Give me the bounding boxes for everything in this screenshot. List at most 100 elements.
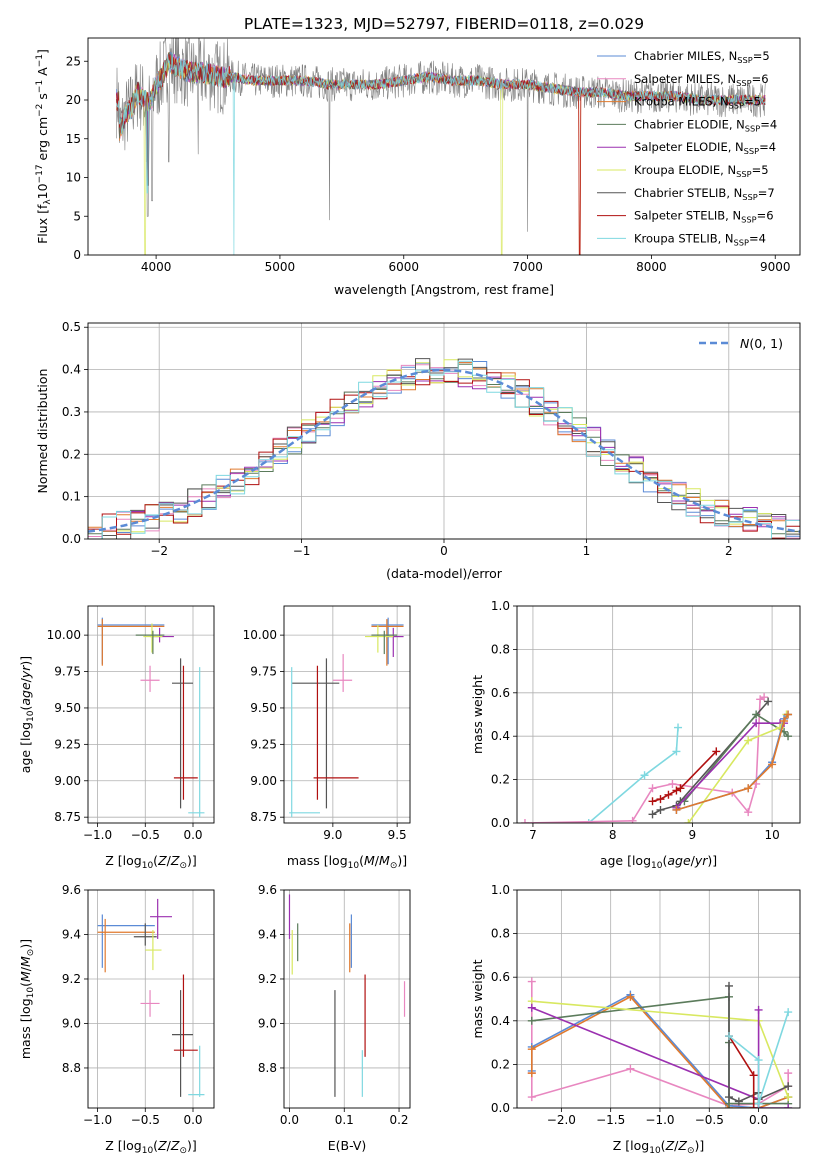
x-axis-label: age [log10(age/yr)] — [600, 853, 717, 871]
x-tick-label: 9.5 — [388, 828, 407, 842]
y-tick-label: 9.75 — [54, 665, 81, 679]
mass-weight-line — [524, 696, 765, 823]
y-tick-label: 9.75 — [250, 665, 277, 679]
mass-weight-marker — [784, 1093, 793, 1102]
x-tick-label: −1 — [293, 544, 311, 558]
x-tick-label: 7 — [529, 828, 537, 842]
y-axis-label: age [log10(age/yr)] — [18, 656, 36, 773]
y-tick-label: 1.0 — [491, 883, 510, 897]
y-tick-label: 0.2 — [62, 447, 81, 461]
mass-weight-marker — [754, 1056, 763, 1065]
x-tick-label: −1.5 — [596, 1113, 625, 1127]
histogram-step — [88, 370, 800, 539]
axes-frame — [283, 889, 411, 1109]
axes-frame — [87, 889, 215, 1109]
y-axis-label: Normed distribution — [35, 369, 50, 494]
mass-weight-marker — [626, 1064, 635, 1073]
x-tick-label: −1.0 — [645, 1113, 674, 1127]
x-tick-label: 0.0 — [183, 828, 202, 842]
mass-weight-line — [728, 1011, 789, 1104]
y-tick-label: 9.25 — [250, 737, 277, 751]
mass-weight-marker — [784, 1069, 793, 1078]
y-tick-label: 0.0 — [491, 1101, 510, 1115]
x-tick-label: 0.0 — [183, 1113, 202, 1127]
y-tick-label: 0.2 — [491, 1057, 510, 1071]
x-tick-label: 0 — [440, 544, 448, 558]
x-tick-label: 10 — [764, 828, 779, 842]
y-tick-label: 0.8 — [491, 927, 510, 941]
x-axis-label: wavelength [Angstrom, rest frame] — [334, 282, 554, 297]
y-tick-label: 25 — [66, 54, 81, 68]
mass-weight-marker — [520, 819, 529, 823]
plot-area — [288, 894, 406, 1097]
mass-weight-marker — [744, 808, 753, 817]
mass-weight-marker — [664, 790, 673, 799]
y-tick-label: 10 — [66, 171, 81, 185]
panel-spectrum: 4000 5000 6000 7000 8000 9000 0 5 10 15 20 25 wavele… — [35, 37, 801, 297]
mass-weight-marker — [527, 1045, 536, 1054]
mass-weight-marker — [527, 1003, 536, 1012]
mass-weight-marker — [656, 805, 665, 814]
y-tick-label: 0.2 — [491, 773, 510, 787]
mass-weight-marker — [744, 736, 753, 745]
y-tick-label: 9.50 — [54, 701, 81, 715]
y-tick-label: 9.0 — [62, 1016, 81, 1030]
legend-label: Chabrier ELODIE, NSSP=4 — [634, 117, 777, 133]
y-tick-label: 0.6 — [491, 970, 510, 984]
y-tick-label: 9.00 — [54, 774, 81, 788]
histogram-step — [88, 360, 800, 539]
mass-weight-marker — [784, 1008, 793, 1017]
mass-weight-marker — [648, 797, 657, 806]
mass-weight-marker — [784, 710, 793, 719]
x-axis-label: Z [log10(Z/Z⊙)] — [105, 1138, 197, 1156]
mass-weight-marker — [764, 697, 773, 706]
legend-label: Kroupa STELIB, NSSP=4 — [634, 231, 766, 247]
mass-weight-marker — [674, 723, 683, 732]
axes-frame — [283, 605, 411, 824]
x-tick-label: 0.0 — [280, 1113, 299, 1127]
mass-weight-marker — [648, 810, 657, 819]
plot-area — [527, 977, 793, 1108]
mass-weight-marker — [768, 760, 777, 769]
x-axis-label: mass [log10(M/M⊙)] — [287, 853, 407, 871]
mass-weight-marker — [784, 732, 793, 741]
mass-weight-marker — [676, 784, 685, 793]
y-axis-label: mass weight — [470, 675, 485, 754]
x-tick-label: 0.2 — [389, 1113, 408, 1127]
mass-weight-marker — [668, 779, 677, 788]
y-tick-label: 9.6 — [258, 883, 277, 897]
x-tick-label: −1.0 — [83, 1113, 112, 1127]
mass-weight-marker — [527, 977, 536, 986]
y-tick-label: 0.0 — [491, 816, 510, 830]
y-tick-label: 9.50 — [250, 701, 277, 715]
y-axis-label: Flux [fλ10−17 erg cm−2 s−1 A−1] — [35, 49, 53, 244]
x-tick-label: 9 — [689, 828, 697, 842]
x-tick-label: 9.0 — [323, 828, 342, 842]
mass-weight-marker — [744, 784, 753, 793]
y-tick-label: 9.4 — [258, 927, 277, 941]
x-tick-label: 4000 — [141, 260, 172, 274]
x-axis-label: E(B-V) — [328, 1138, 367, 1153]
x-axis-label: Z [log10(Z/Z⊙)] — [613, 1138, 705, 1156]
y-tick-label: 0.8 — [491, 642, 510, 656]
x-tick-label: 0.1 — [335, 1113, 354, 1127]
y-tick-label: 10.00 — [47, 628, 81, 642]
y-tick-label: 10.00 — [243, 628, 277, 642]
x-tick-label: 1 — [583, 544, 591, 558]
y-axis-label: mass [log10(M/M⊙)] — [18, 939, 36, 1059]
mass-weight-marker — [684, 819, 693, 823]
x-tick-label: 5000 — [265, 260, 296, 274]
y-tick-label: 9.00 — [250, 774, 277, 788]
y-tick-label: 8.75 — [250, 810, 277, 824]
plot-area — [289, 617, 404, 818]
mass-weight-marker — [784, 1082, 793, 1091]
legend-label: Salpeter ELODIE, NSSP=4 — [634, 140, 776, 156]
mass-weight-marker — [640, 771, 649, 780]
mass-weight-marker — [672, 805, 681, 814]
mass-weight-marker — [725, 1032, 734, 1041]
mass-weight-marker — [752, 710, 761, 719]
y-axis-label: mass weight — [470, 959, 485, 1038]
mass-weight-marker — [712, 747, 721, 756]
y-tick-label: 9.2 — [62, 972, 81, 986]
mass-weight-marker — [648, 784, 657, 793]
